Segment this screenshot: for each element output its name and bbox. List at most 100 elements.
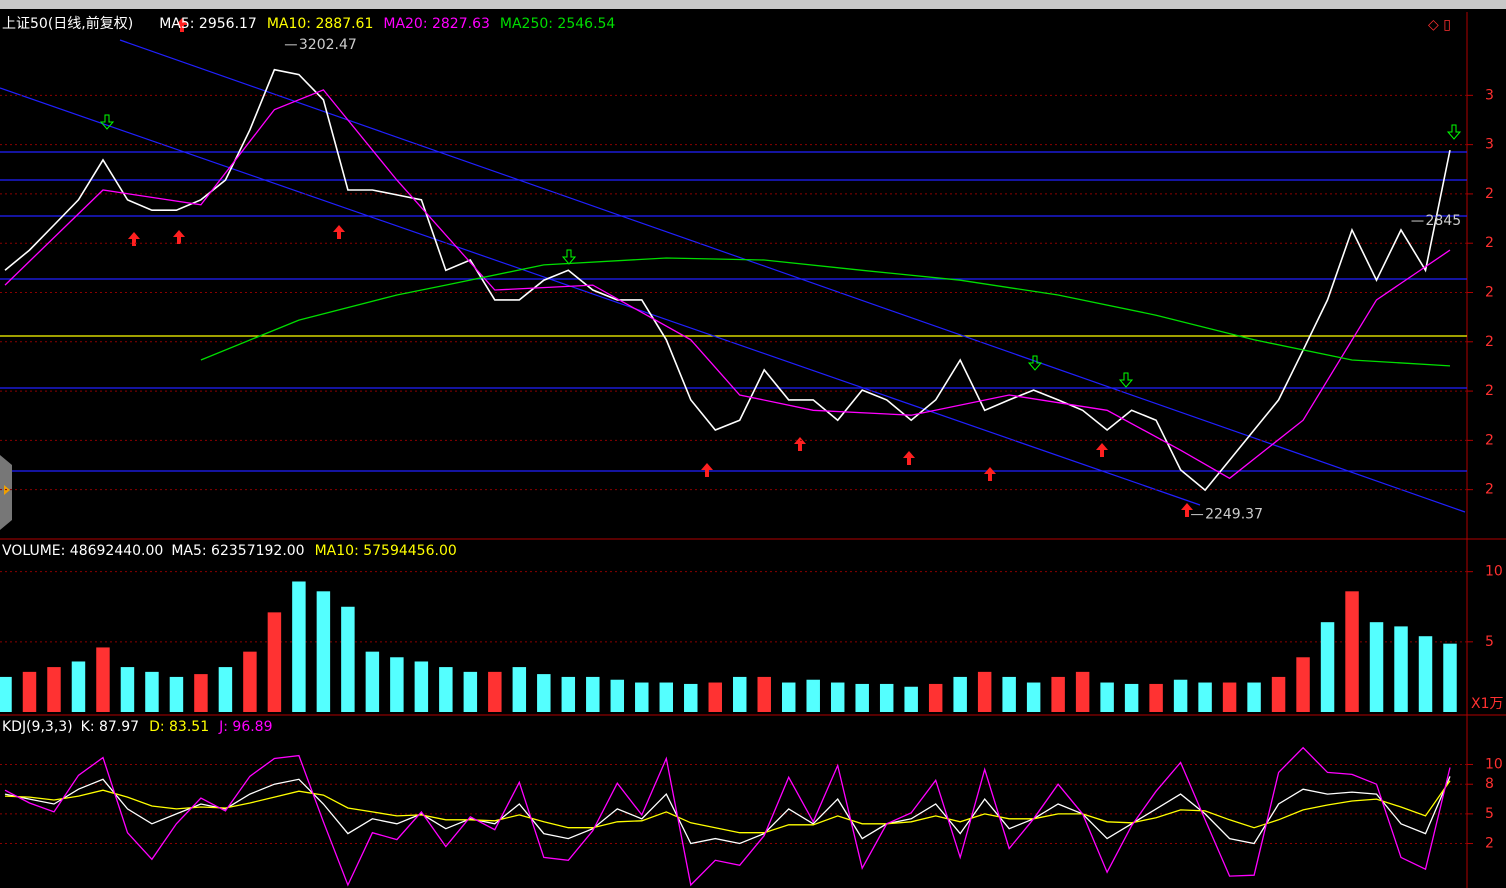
panel-title: KDJ(9,3,3) (2, 719, 73, 735)
indicator-label: MA10: 2887.61 (267, 16, 374, 32)
volume-bar (1394, 626, 1408, 712)
volume-bar (781, 682, 796, 712)
volume-bar (120, 667, 135, 712)
indicator-label: MA20: 2827.63 (383, 16, 490, 32)
volume-bar (512, 667, 527, 712)
volume-bar (855, 683, 869, 712)
y-tick-label: 10 (1485, 756, 1503, 772)
buy-arrow (333, 225, 345, 239)
volume-bar (1051, 676, 1065, 712)
series-line (4, 776, 1451, 845)
indicator-label: MA250: 2546.54 (500, 16, 616, 32)
volume-bar (1247, 682, 1261, 712)
volume-bar (145, 671, 159, 712)
buy-arrow (128, 232, 140, 246)
y-tick-label: 2 (1485, 334, 1494, 350)
volume-bar (194, 674, 208, 712)
panel-title: 上证50(日线,前复权) (2, 15, 133, 32)
buy-arrow (984, 467, 996, 481)
sell-arrow (1118, 372, 1134, 388)
volume-bar (218, 667, 233, 712)
volume-bar (1075, 671, 1090, 712)
unit-label: X1万 (1471, 696, 1504, 712)
volume-bar (463, 671, 478, 712)
volume-bar (0, 676, 12, 712)
volume-bar (953, 676, 967, 712)
y-tick-label: 2 (1485, 432, 1494, 448)
y-tick-label: 10 (1485, 564, 1503, 580)
y-tick-label: 3 (1485, 137, 1494, 153)
volume-bar (806, 679, 820, 712)
indicator-label: MA10: 57594456.00 (315, 543, 457, 559)
volume-bar (684, 683, 698, 712)
window-buttons[interactable]: ◇ ▯ (1428, 17, 1451, 33)
volume-bar (267, 612, 282, 712)
volume-bar (610, 679, 625, 712)
panel-title: VOLUME: 48692440.00 (2, 543, 163, 559)
header-arrow (176, 18, 188, 32)
indicator-label: K: 87.97 (81, 719, 139, 735)
indicator-label: J: 96.89 (218, 719, 272, 735)
indicator-label: MA5: 62357192.00 (171, 543, 304, 559)
volume-bar (47, 667, 61, 712)
volume-bar (757, 676, 771, 712)
volume-bar (439, 667, 453, 712)
buy-arrow (173, 230, 185, 244)
volume-bar (830, 682, 845, 712)
volume-bar (1002, 676, 1016, 712)
volume-bar (708, 682, 722, 712)
menu-strip (0, 0, 1506, 9)
volume-bar (71, 661, 86, 712)
series-line (4, 746, 1451, 887)
sell-arrow (1446, 124, 1462, 140)
volume-bar (1369, 622, 1384, 712)
y-tick-label: 2 (1485, 482, 1494, 498)
volume-bar (341, 606, 355, 712)
y-tick-label: 2 (1485, 186, 1494, 202)
volume-bar (1443, 643, 1457, 712)
sell-arrow (1027, 355, 1043, 371)
y-tick-label: 2 (1485, 383, 1494, 399)
volume-bar (928, 683, 943, 712)
volume-bar (1149, 683, 1163, 712)
volume-bar (1173, 679, 1188, 712)
volume-bar (169, 676, 184, 712)
volume-bar (1296, 657, 1310, 712)
drawn-lines (0, 39, 1467, 513)
sell-arrow (99, 114, 115, 130)
y-tick-label: 2 (1485, 836, 1494, 852)
volume-bar (1198, 682, 1212, 712)
volume-bar (292, 581, 306, 712)
y-tick-label: 2 (1485, 235, 1494, 251)
signal-arrows (99, 114, 1462, 388)
volume-bar (243, 651, 257, 712)
volume-bar (659, 682, 674, 712)
volume-bar (488, 671, 502, 712)
volume-bar (316, 591, 331, 712)
y-tick-label: 2 (1485, 284, 1494, 300)
trend-line (0, 87, 1201, 506)
buy-arrow (1181, 503, 1193, 517)
trend-line (119, 39, 1466, 513)
volume-bar (1124, 683, 1139, 712)
volume-bar (96, 647, 110, 712)
volume-bar (904, 686, 918, 712)
volume-bar (635, 682, 649, 712)
sell-arrow (561, 249, 577, 265)
series-line (4, 68, 1451, 492)
volume-bar (733, 676, 747, 712)
volume-bar (1320, 622, 1335, 712)
series-line (4, 89, 1451, 480)
volume-bar (1100, 682, 1114, 712)
volume-bar (414, 661, 429, 712)
volume-bar (1222, 682, 1237, 712)
buy-arrow (903, 451, 915, 465)
volume-bar (977, 671, 992, 712)
buy-arrow (1096, 443, 1108, 457)
volume-bar (586, 676, 600, 712)
y-tick-label: 5 (1485, 634, 1494, 650)
volume-bar (1418, 636, 1433, 712)
